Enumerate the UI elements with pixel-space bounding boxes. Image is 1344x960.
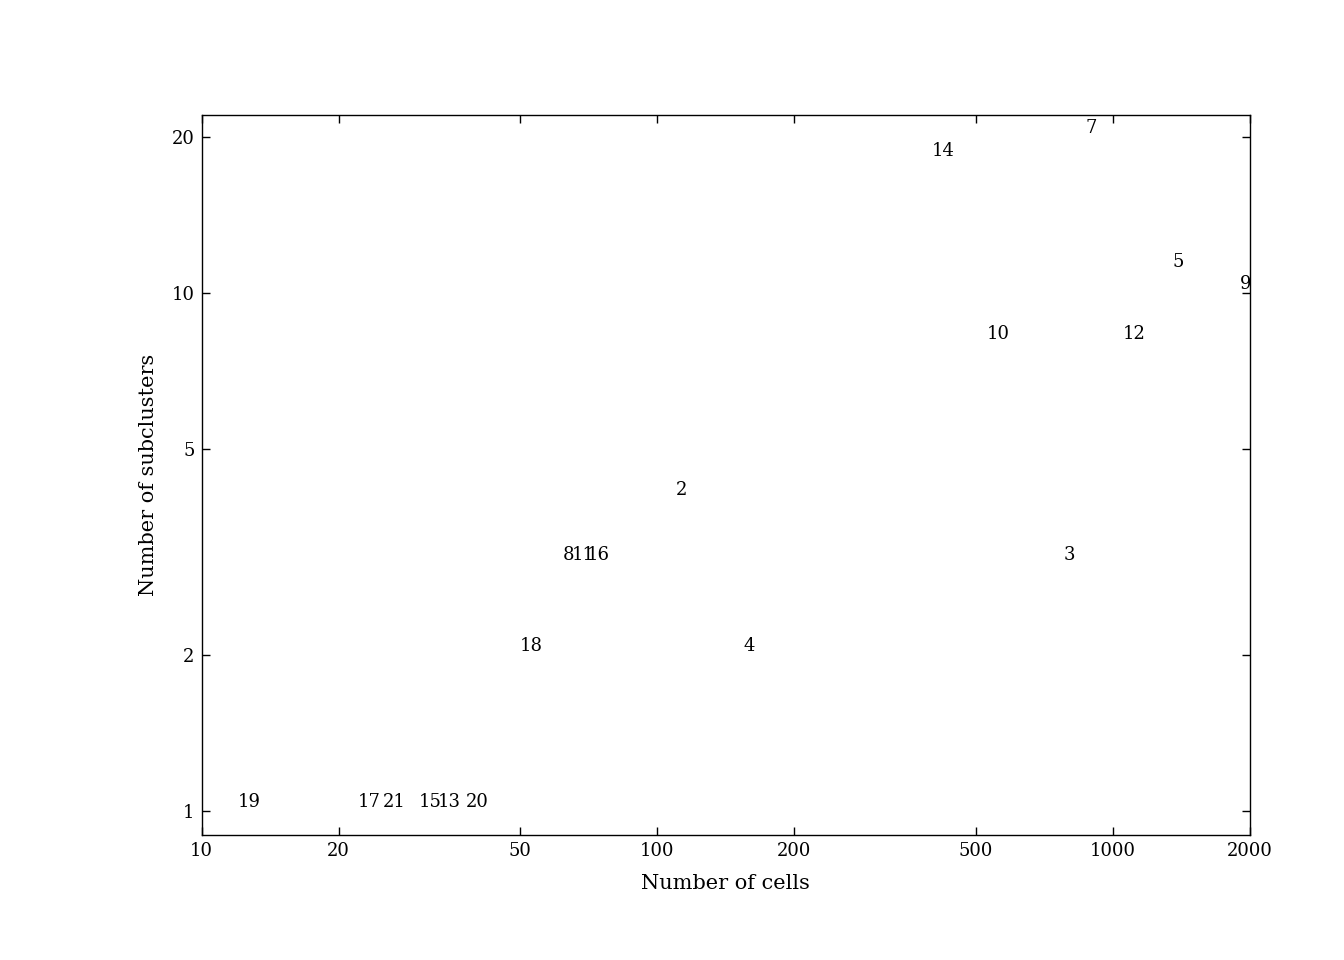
Y-axis label: Number of subclusters: Number of subclusters <box>138 354 157 596</box>
X-axis label: Number of cells: Number of cells <box>641 874 810 893</box>
Text: 11: 11 <box>573 546 595 564</box>
Text: 13: 13 <box>438 794 461 811</box>
Text: 2: 2 <box>676 481 687 499</box>
Text: 15: 15 <box>419 794 442 811</box>
Text: 21: 21 <box>383 794 406 811</box>
Text: 3: 3 <box>1063 546 1075 564</box>
Text: 14: 14 <box>931 142 954 160</box>
Text: 19: 19 <box>238 794 261 811</box>
Text: 7: 7 <box>1085 119 1097 136</box>
Text: 20: 20 <box>466 794 489 811</box>
Text: 12: 12 <box>1122 325 1145 343</box>
Text: 8: 8 <box>563 546 574 564</box>
Text: 4: 4 <box>743 637 755 656</box>
Text: 16: 16 <box>586 546 610 564</box>
Text: 18: 18 <box>520 637 543 656</box>
Text: 17: 17 <box>358 794 380 811</box>
Text: 5: 5 <box>1172 253 1184 272</box>
Text: 9: 9 <box>1239 275 1251 293</box>
Text: 10: 10 <box>986 325 1011 343</box>
